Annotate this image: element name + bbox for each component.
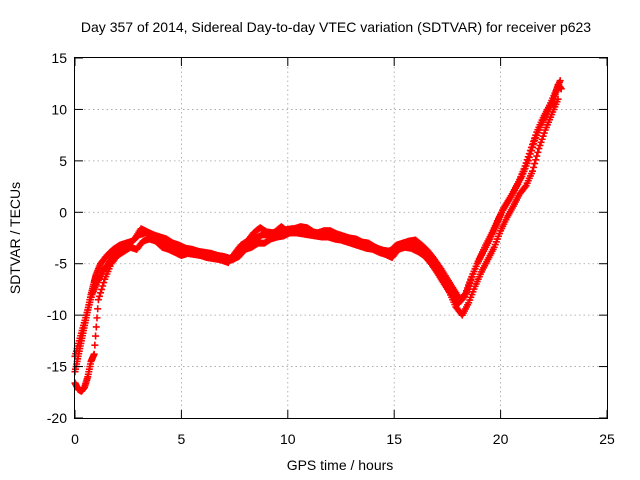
data-point — [554, 95, 562, 103]
y-tick-label: 15 — [51, 50, 67, 66]
y-axis-label: SDTVAR / TECUs — [7, 182, 23, 294]
x-tick-label: 10 — [280, 431, 296, 447]
data-point — [93, 314, 101, 322]
data-point — [461, 290, 469, 298]
data-point — [90, 350, 98, 358]
data-point — [529, 167, 537, 175]
x-tick-label: 25 — [599, 431, 615, 447]
data-point — [98, 285, 106, 293]
data-points — [71, 77, 565, 395]
y-tick-label: 10 — [51, 101, 67, 117]
data-point — [532, 156, 540, 164]
x-axis-label: GPS time / hours — [287, 457, 394, 473]
x-tick-label: 5 — [178, 431, 186, 447]
y-tick-label: -5 — [55, 256, 68, 272]
grid — [75, 58, 607, 418]
data-point — [92, 332, 100, 340]
data-point — [99, 282, 107, 290]
y-tick-label: 5 — [59, 153, 67, 169]
chart-title: Day 357 of 2014, Sidereal Day-to-day VTE… — [81, 19, 591, 35]
data-point — [533, 152, 541, 160]
data-point — [97, 289, 105, 297]
y-tick-label: 0 — [59, 204, 67, 220]
data-point — [531, 160, 539, 168]
x-tick-label: 0 — [71, 431, 79, 447]
data-point — [530, 163, 538, 171]
axis-ticks: 0 5 10 15 20 25 -20 -15 -10 -5 0 5 10 15 — [47, 50, 615, 447]
data-point — [521, 183, 529, 191]
data-point — [556, 77, 564, 85]
x-tick-label: 15 — [386, 431, 402, 447]
data-point — [94, 296, 102, 304]
y-tick-label: -15 — [47, 359, 67, 375]
data-point — [95, 292, 103, 300]
data-point — [94, 305, 102, 313]
series-1 — [71, 77, 564, 360]
plot-frame — [74, 57, 608, 419]
data-point — [92, 323, 100, 331]
data-point — [534, 148, 542, 156]
series-2 — [71, 95, 562, 395]
y-tick-label: -10 — [47, 307, 67, 323]
y-tick-label: -20 — [47, 410, 67, 426]
x-tick-label: 20 — [493, 431, 509, 447]
data-point — [100, 279, 108, 287]
data-point — [91, 341, 99, 349]
